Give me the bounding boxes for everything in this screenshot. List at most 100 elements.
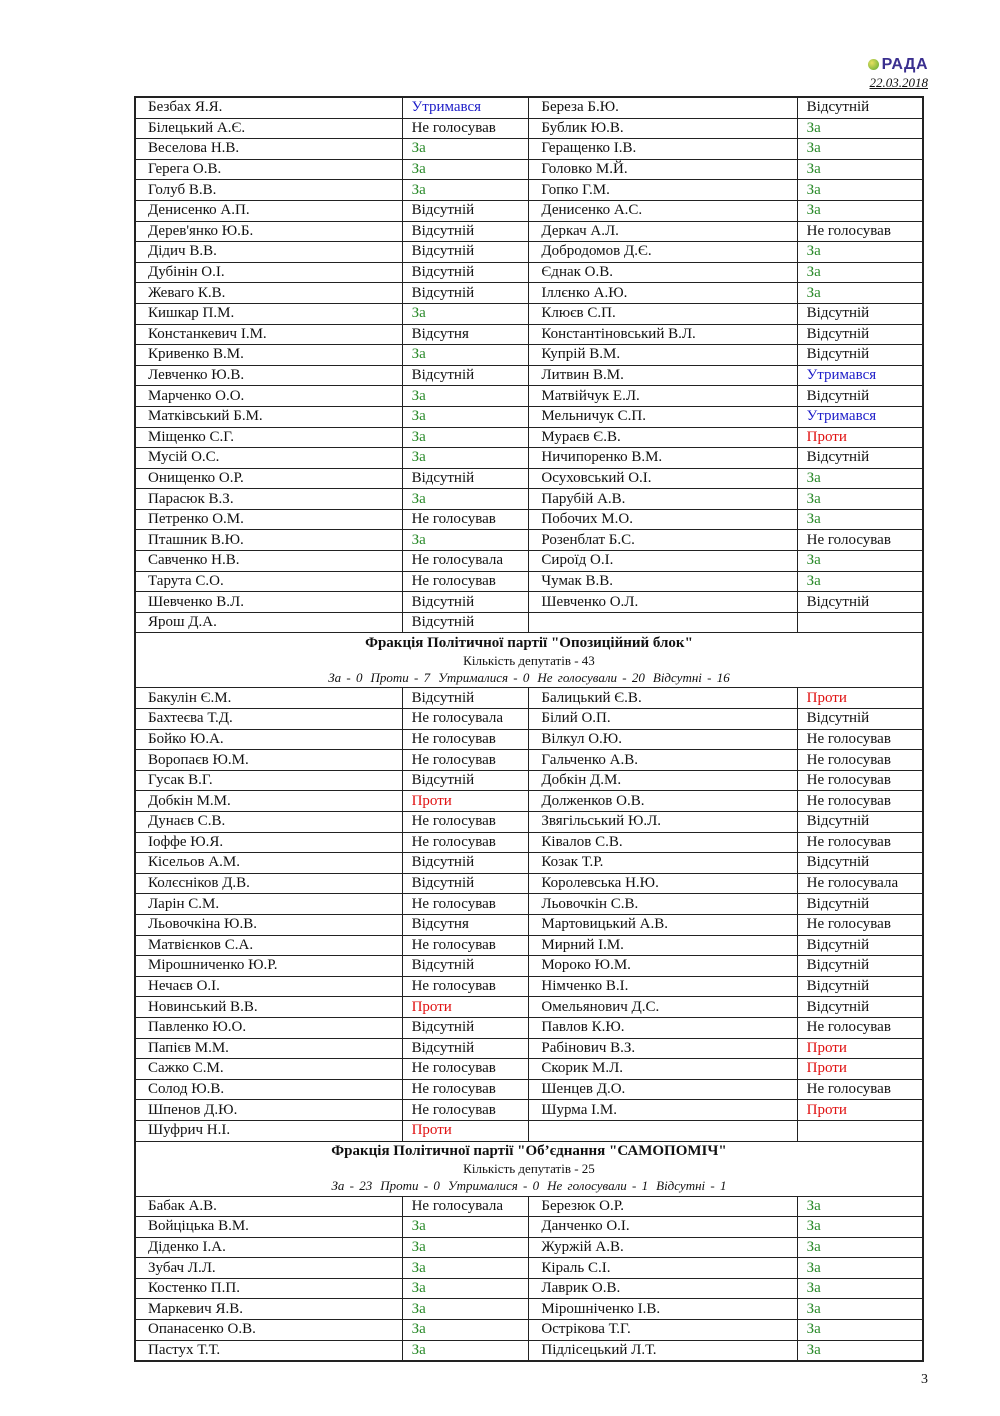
deputy-name-cell: Колєсніков Д.В. bbox=[134, 872, 403, 895]
table-row: Костенко П.П. За Лаврик О.В. За bbox=[134, 1277, 924, 1300]
faction-vote-summary: За - 23 Проти - 0 Утрималися - 0 Не голосув… bbox=[136, 1177, 922, 1194]
table-row: Новинський В.В. Проти Омельянович Д.С. Відс… bbox=[134, 996, 924, 1018]
table-row: Безбах Я.Я. Утримався Береза Б.Ю. Відсутній bbox=[134, 96, 924, 119]
vote-cell: За bbox=[401, 1257, 530, 1279]
deputy-name-cell: Ларін С.М. bbox=[134, 893, 403, 915]
table-row: Голуб В.В. За Гопко Г.М. За bbox=[134, 179, 924, 201]
vote-cell: За bbox=[796, 117, 924, 140]
vote-cell: Відсутній bbox=[401, 591, 530, 613]
deputy-name-cell: Бакулін Є.М. bbox=[134, 687, 403, 710]
table-row: Констанкевич І.М. Відсутня Константіновськ… bbox=[134, 323, 924, 346]
vote-cell: За bbox=[796, 282, 924, 304]
deputy-name-cell: Павлов К.Ю. bbox=[528, 1016, 798, 1039]
faction-header: Фракція Політичної партії "Об’єднання "С… bbox=[134, 1140, 924, 1197]
vote-cell: Відсутній bbox=[796, 708, 924, 730]
summary-item: Проти - 0 bbox=[380, 1178, 440, 1193]
summary-item: Не голосували - 1 bbox=[547, 1178, 649, 1193]
table-row: Кривенко В.М. За Купрій В.М. Відсутній bbox=[134, 344, 924, 366]
summary-item: Не голосували - 20 bbox=[537, 669, 645, 685]
vote-cell: Не голосував bbox=[401, 1099, 530, 1121]
deputy-name-cell: Солод Ю.В. bbox=[134, 1078, 403, 1101]
faction-vote-summary: За - 0 Проти - 7 Утрималися - 0 Не голосува… bbox=[136, 669, 922, 686]
vote-cell: Відсутній bbox=[401, 955, 530, 977]
logo-icon bbox=[867, 59, 879, 70]
vote-cell: За bbox=[401, 385, 530, 407]
deputy-name-cell: Козак Т.Р. bbox=[528, 852, 798, 874]
table-row: Кісельов А.М. Відсутній Козак Т.Р. Відсутні… bbox=[134, 852, 924, 874]
deputy-name-cell: Шурма І.М. bbox=[528, 1099, 798, 1121]
deputy-name-cell: Мартовицький А.В. bbox=[528, 913, 798, 936]
vote-cell: Відсутній bbox=[401, 872, 530, 895]
deputy-name-cell: Мирний І.М. bbox=[528, 934, 798, 957]
vote-cell: Не голосував bbox=[796, 769, 924, 792]
deputy-name-cell: Балицький Є.В. bbox=[528, 687, 798, 710]
deputy-name-cell: Денисенко А.С. bbox=[528, 199, 798, 222]
vote-cell: Не голосував bbox=[796, 220, 924, 243]
vote-cell: Відсутній bbox=[401, 687, 530, 710]
summary-item: За - 23 bbox=[331, 1178, 373, 1193]
table-row: Бахтеєва Т.Д. Не голосувала Білий О.П. Відс… bbox=[134, 708, 924, 730]
deputy-name-cell: Бабак А.В. bbox=[134, 1195, 403, 1218]
deputy-name-cell: Німченко В.І. bbox=[528, 975, 798, 998]
deputy-name-cell: Гальченко А.В. bbox=[528, 749, 798, 771]
deputy-name-cell: Савченко Н.В. bbox=[134, 550, 403, 572]
deputy-name-cell: Герега О.В. bbox=[134, 158, 403, 181]
vote-cell: За bbox=[796, 1277, 924, 1300]
vote-cell: Не голосував bbox=[401, 811, 530, 833]
faction-title: Фракція Політичної партії "Опозиційний б… bbox=[365, 634, 693, 651]
table-row: Іоффе Ю.Я. Не голосував Ківалов С.В. Не гол… bbox=[134, 831, 924, 854]
table-row: Савченко Н.В. Не голосувала Сироїд О.І. За bbox=[134, 550, 924, 572]
deputy-name-cell: Жеваго К.В. bbox=[134, 282, 403, 304]
vote-cell: За bbox=[796, 550, 924, 572]
vote-cell: За bbox=[796, 1257, 924, 1279]
deputy-name-cell: Данченко О.І. bbox=[528, 1216, 798, 1238]
vote-cell: Відсутній bbox=[796, 323, 924, 346]
vote-cell: За bbox=[401, 529, 530, 552]
deputy-name-cell: Шенцев Д.О. bbox=[528, 1078, 798, 1101]
deputy-name-cell: Нечаєв О.І. bbox=[134, 975, 403, 998]
deputy-name-cell: Дерев'янко Ю.Б. bbox=[134, 220, 403, 243]
table-row: Добкін М.М. Проти Долженков О.В. Не голосув… bbox=[134, 790, 924, 812]
page-number: 3 bbox=[921, 1372, 928, 1387]
table-row: Дубінін О.І. Відсутній Єднак О.В. За bbox=[134, 261, 924, 284]
deputy-name-cell: Зубач Л.Л. bbox=[134, 1257, 403, 1279]
deputy-name-cell: Гусак В.Г. bbox=[134, 769, 403, 792]
deputy-name-cell: Шпенов Д.Ю. bbox=[134, 1099, 403, 1121]
vote-cell: За bbox=[796, 199, 924, 222]
vote-cell: Відсутній bbox=[796, 852, 924, 874]
deputy-name-cell: Ничипоренко В.М. bbox=[528, 447, 798, 469]
table-row: Матвієнков С.А. Не голосував Мирний І.М. Ві… bbox=[134, 934, 924, 957]
deputy-name-cell: Онищенко О.Р. bbox=[134, 467, 403, 490]
deputy-name-cell: Льовочкіна Ю.В. bbox=[134, 913, 403, 936]
vote-cell bbox=[796, 1119, 924, 1142]
deputy-name-cell: Папієв М.М. bbox=[134, 1037, 403, 1060]
deputy-name-cell: Дубінін О.І. bbox=[134, 261, 403, 284]
vote-cell: Не голосував bbox=[401, 508, 530, 531]
vote-cell: Не голосував bbox=[401, 570, 530, 593]
vote-cell: Відсутній bbox=[401, 467, 530, 490]
vote-cell: Відсутній bbox=[796, 996, 924, 1018]
deputy-name-cell: Пастух Т.Т. bbox=[134, 1339, 403, 1362]
deputy-name-cell: Мураєв Є.В. bbox=[528, 426, 798, 449]
vote-cell: За bbox=[401, 426, 530, 449]
deputy-name-cell: Матківський Б.М. bbox=[134, 405, 403, 428]
vote-cell: Не голосував bbox=[401, 749, 530, 771]
table-row: Жеваго К.В. Відсутній Іллєнко А.Ю. За bbox=[134, 282, 924, 304]
vote-cell: Проти bbox=[401, 1119, 530, 1142]
table-row: Павленко Ю.О. Відсутній Павлов К.Ю. Не голо… bbox=[134, 1016, 924, 1039]
deputy-name-cell: Добкін Д.М. bbox=[528, 769, 798, 792]
table-row: Марченко О.О. За Матвійчук Е.Л. Відсутній bbox=[134, 385, 924, 407]
deputy-name-cell: Константіновський В.Л. bbox=[528, 323, 798, 346]
faction-member-count: Кількість депутатів - 43 bbox=[463, 652, 595, 668]
deputy-name-cell: Білий О.П. bbox=[528, 708, 798, 730]
vote-cell: Не голосувала bbox=[401, 1195, 530, 1218]
deputy-name-cell: Головко М.Й. bbox=[528, 158, 798, 181]
deputy-name-cell: Мороко Ю.М. bbox=[528, 955, 798, 977]
vote-cell: Відсутній bbox=[796, 811, 924, 833]
table-row: Нечаєв О.І. Не голосував Німченко В.І. Відс… bbox=[134, 975, 924, 998]
faction-header-cell: Фракція Політичної партії "Опозиційний б… bbox=[134, 632, 924, 689]
summary-item: Утрималися - 0 bbox=[438, 669, 530, 685]
table-row: Дерев'янко Ю.Б. Відсутній Деркач А.Л. Не го… bbox=[134, 220, 924, 243]
vote-cell: За bbox=[796, 138, 924, 160]
deputy-name-cell: Білецький А.Є. bbox=[134, 117, 403, 140]
